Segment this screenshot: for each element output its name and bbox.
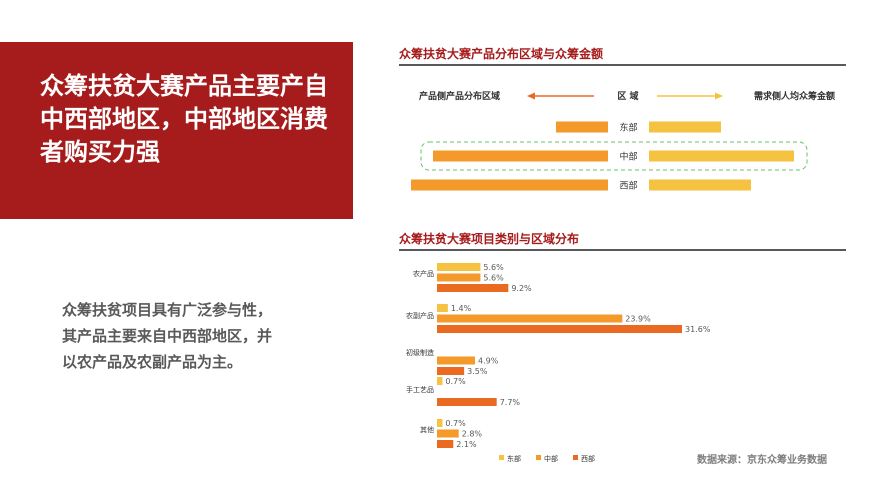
left-bar-东部 [556, 121, 608, 133]
legend-label-东部: 东部 [507, 454, 521, 463]
left-bar-西部 [411, 179, 608, 191]
bar-其他-东部 [437, 419, 443, 427]
category-label-初级制造: 初级制造 [406, 348, 434, 357]
right-axis-label: 需求侧人均众筹金额 [754, 90, 835, 102]
chart1-title: 众筹扶贫大赛产品分布区域与众筹金额 [399, 47, 604, 61]
category-label-其他: 其他 [420, 425, 434, 434]
left-bar-中部 [433, 150, 608, 162]
category-label-农副产品: 农副产品 [406, 311, 434, 320]
value-label-其他-东部: 0.7% [445, 419, 466, 428]
bar-农副产品-西部 [437, 325, 682, 333]
bar-农副产品-东部 [437, 304, 448, 312]
left-axis-label: 产品侧产品分布区域 [419, 90, 500, 102]
bar-农产品-中部 [437, 273, 481, 282]
region-label-东部: 东部 [619, 122, 637, 134]
value-label-农副产品-西部: 31.6% [685, 325, 711, 334]
value-label-农产品-西部: 9.2% [511, 284, 532, 293]
bar-手工艺品-西部 [437, 398, 497, 406]
value-label-手工艺品-西部: 7.7% [500, 398, 521, 407]
legend-label-西部: 西部 [581, 454, 595, 463]
summary-text: 众筹扶贫项目具有广泛参与性，其产品主要来自中西部地区，并以农产品及农副产品为主。 [62, 301, 273, 371]
headline-panel [0, 42, 353, 219]
category-label-手工艺品: 手工艺品 [406, 385, 434, 394]
region-label-中部: 中部 [619, 151, 637, 163]
chart2-rule [399, 249, 846, 251]
center-axis-label: 区 域 [617, 90, 638, 102]
value-label-农副产品-中部: 23.9% [625, 315, 651, 324]
legend-label-中部: 中部 [544, 454, 558, 463]
legend-swatch-东部 [499, 455, 504, 460]
value-label-手工艺品-东部: 0.7% [445, 377, 466, 386]
right-bar-中部 [649, 150, 794, 162]
legend-swatch-西部 [573, 455, 578, 460]
category-region-chart: 农产品 5.6% 5.6% 9.2% 农副产品 1.4% 23.9% 31.6% 初级制造 4.9… [406, 263, 711, 463]
bar-农产品-东部 [437, 263, 481, 271]
value-label-农副产品-东部: 1.4% [451, 304, 472, 313]
bar-农产品-西部 [437, 284, 509, 292]
highlight-frame [420, 141, 808, 171]
value-label-初级制造-西部: 3.5% [467, 367, 488, 376]
left-arrow-head [527, 92, 535, 100]
bar-其他-中部 [437, 429, 459, 438]
category-label-农产品: 农产品 [413, 269, 434, 278]
chart1-rule [399, 64, 846, 66]
bar-初级制造-西部 [437, 367, 465, 375]
right-bar-西部 [649, 179, 751, 191]
bar-其他-西部 [437, 440, 454, 448]
bar-手工艺品-东部 [437, 377, 443, 385]
bar-农副产品-中部 [437, 314, 623, 323]
legend-swatch-中部 [536, 455, 541, 460]
bar-初级制造-中部 [437, 356, 475, 365]
data-source: 数据来源：京东众筹业务数据 [697, 455, 827, 466]
region-label-西部: 西部 [619, 180, 637, 192]
headline: 众筹扶贫大赛产品主要产自中西部地区，中部地区消费者购买力强 [40, 72, 328, 166]
right-arrow-head [715, 92, 723, 100]
value-label-农产品-东部: 5.6% [483, 263, 504, 272]
value-label-其他-中部: 2.8% [462, 430, 483, 439]
value-label-初级制造-中部: 4.9% [478, 357, 499, 366]
value-label-其他-西部: 2.1% [456, 440, 477, 449]
chart2-title: 众筹扶贫大赛项目类别与区域分布 [399, 232, 580, 246]
value-label-农产品-中部: 5.6% [483, 274, 504, 283]
right-bar-东部 [649, 121, 721, 133]
